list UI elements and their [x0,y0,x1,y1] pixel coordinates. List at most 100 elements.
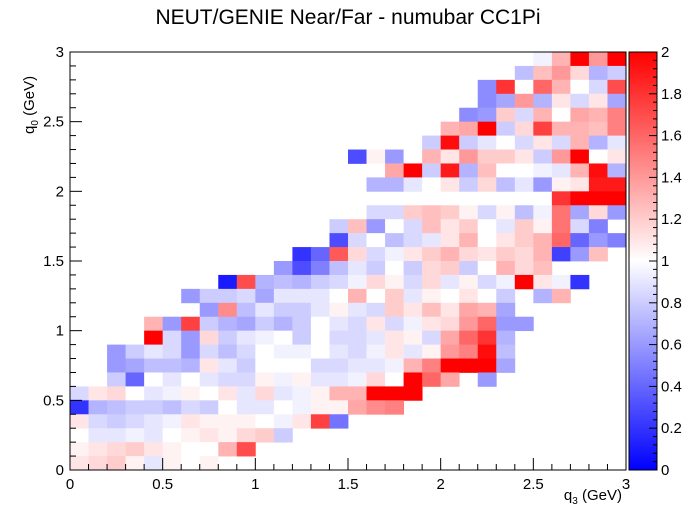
heatmap-cell [292,288,312,304]
heatmap-cell [533,52,553,67]
heatmap-cell [181,358,201,373]
heatmap-cell [496,288,516,304]
heatmap-cell [292,302,312,318]
heatmap-cell [199,442,219,457]
heatmap-cell [107,414,126,429]
heatmap-cell [236,386,256,401]
heatmap-cell [570,205,590,220]
heatmap-cell [144,428,164,443]
x-tick-label: 2.5 [523,476,544,493]
heatmap-cell [459,149,479,164]
heatmap-cell [348,344,367,359]
heatmap-cell [199,302,219,318]
heatmap-cell [199,386,219,401]
heatmap-cell [533,163,553,178]
heatmap-cell [551,121,571,136]
heatmap-cell [218,288,238,304]
heatmap-cell [588,93,608,109]
heatmap-cell [144,456,164,471]
heatmap-cell [588,65,608,81]
heatmap-cell [440,205,460,220]
heatmap-cell [292,372,312,387]
heatmap-cell [459,247,479,262]
heatmap-cell [459,177,479,192]
heatmap-cell [385,261,404,276]
heatmap-cell [348,400,367,415]
heatmap-cell [236,428,256,443]
heatmap-cell [551,288,571,304]
heatmap-cell [551,233,571,248]
heatmap-cell [181,344,201,359]
heatmap-cell [385,330,404,345]
heatmap-cell [588,52,608,67]
y-axis-label: q0 (GeV) [21,76,41,134]
heatmap-cell [477,163,497,178]
heatmap-cell [310,288,330,304]
heatmap-cell [70,400,89,415]
heatmap-cell [440,372,460,387]
heatmap-cell [440,261,460,276]
heatmap-cell [570,149,590,164]
colorbar-tick-label: 1 [661,253,669,270]
heatmap-cell [533,149,553,164]
heatmap-cell [403,372,423,387]
heatmap-cell [514,205,534,220]
heatmap-cell [570,219,590,234]
heatmap-cell [273,274,293,290]
heatmap-cell [310,386,330,401]
heatmap-cell [255,428,275,443]
heatmap-cell [125,358,145,373]
heatmap-cell [310,316,330,332]
heatmap-cell [255,302,275,318]
colorbar-tick-label: 0.6 [661,337,682,354]
heatmap-cell [218,414,238,429]
heatmap-cell [218,386,238,401]
heatmap-cell [403,247,423,262]
heatmap-cell [236,400,256,415]
heatmap-cell [329,386,349,401]
heatmap-cell [459,261,479,276]
heatmap-cell [422,330,442,345]
heatmap-cell [477,121,497,136]
heatmap-cell [366,163,386,178]
heatmap-cell [459,344,479,359]
heatmap-cell [496,358,516,373]
heatmap-cell [348,386,367,401]
heatmap-cell [477,219,497,234]
heatmap-cell [477,177,497,192]
heatmap-cell [403,205,423,220]
heatmap-cell [310,414,330,429]
x-tick-label: 2 [436,476,444,493]
heatmap-cell [514,233,534,248]
heatmap-cell [459,330,479,345]
heatmap-cell [348,149,367,164]
heatmap-cell [533,79,553,95]
heatmap-cell [533,65,553,81]
heatmap-cell [551,219,571,234]
heatmap-cell [477,358,497,373]
heatmap-cell [607,205,627,220]
heatmap-cell [496,302,516,318]
heatmap-cell [496,107,516,123]
heatmap-cell [144,386,164,401]
heatmap-cell [273,316,293,332]
heatmap-cell [329,344,349,359]
heatmap-cell [255,386,275,401]
heatmap-cell [607,177,627,192]
heatmap-cell [496,219,516,234]
heatmap-cell [570,135,590,150]
heatmap-cell [329,247,349,262]
heatmap-cell [514,274,534,290]
heatmap-cell [459,358,479,373]
heatmap-cell [422,135,442,150]
heatmap-cell [422,205,442,220]
heatmap-cell [496,205,516,220]
heatmap-cell [588,233,608,248]
heatmap-cell [273,330,293,345]
heatmap-cell [440,274,460,290]
heatmap-cell [385,219,404,234]
heatmap-cell [236,442,256,457]
heatmap-cell [477,330,497,345]
heatmap-cell [348,233,367,248]
